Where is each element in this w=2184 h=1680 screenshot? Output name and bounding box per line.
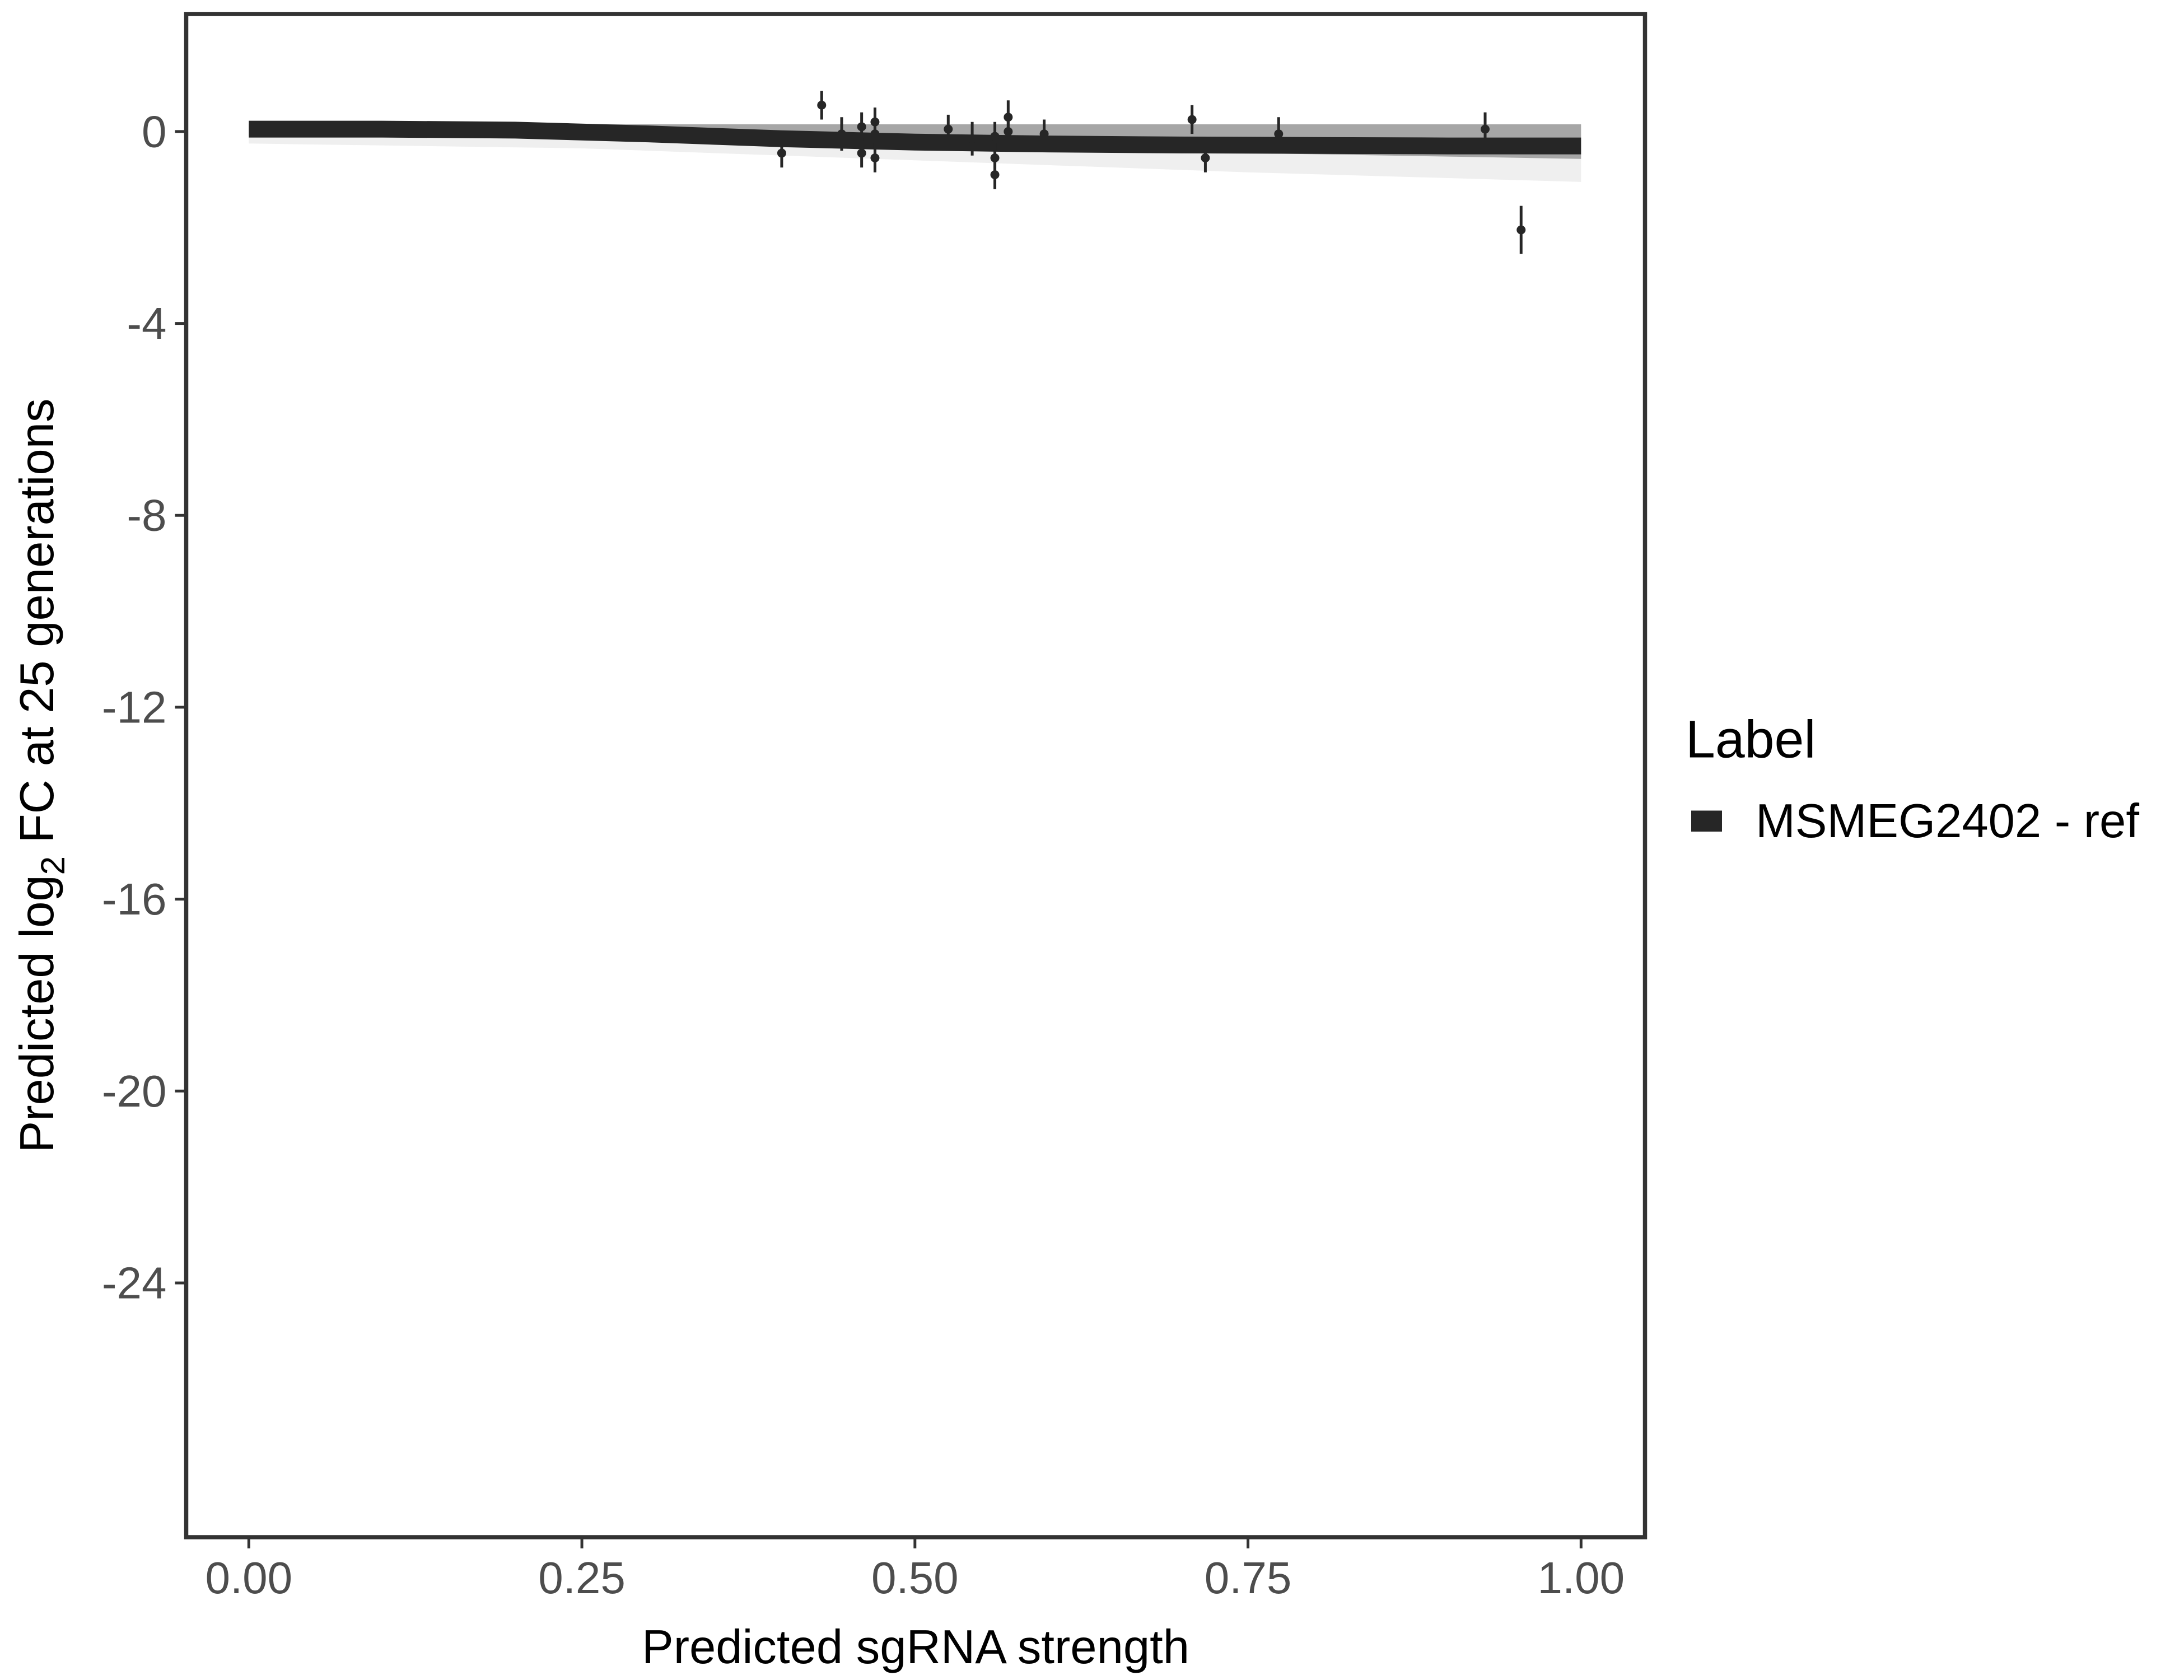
point-marker (1481, 124, 1490, 134)
point-marker (857, 122, 866, 132)
point-marker (990, 170, 1000, 179)
point-marker (1187, 115, 1197, 124)
data-point (1039, 119, 1049, 148)
point-marker (990, 153, 1000, 163)
point-marker (968, 134, 977, 143)
point-marker (944, 124, 953, 134)
point-marker (1516, 225, 1526, 235)
data-point (1274, 117, 1284, 151)
point-marker (857, 148, 866, 158)
x-tick-label: 0.00 (205, 1553, 292, 1603)
y-axis-title: Predicted log2 FC at 25 generations (11, 399, 72, 1153)
fit-line-layer (249, 120, 1581, 155)
point-marker (1274, 129, 1284, 139)
point-marker (1004, 127, 1013, 136)
x-tick-label: 0.25 (538, 1553, 626, 1603)
point-marker (990, 132, 1000, 141)
y-axis: 0 -4 -8 -12 -16 -20 -24 (102, 106, 186, 1308)
data-point (990, 160, 1000, 189)
data-point (1481, 112, 1490, 146)
data-point (1004, 117, 1013, 146)
x-tick-label: 0.75 (1205, 1553, 1292, 1603)
data-point (1516, 206, 1526, 254)
plot-panel-border (184, 12, 1648, 1539)
y-tick-label: -16 (102, 874, 167, 924)
data-point (777, 138, 786, 168)
legend-key (1691, 810, 1722, 832)
data-point (857, 112, 866, 142)
legend-title: Label (1686, 710, 1816, 769)
data-point (1201, 143, 1210, 172)
x-tick-label: 0.50 (871, 1553, 959, 1603)
point-marker (870, 129, 880, 139)
point-marker (1201, 153, 1210, 163)
y-tick-label: -24 (102, 1258, 167, 1308)
legend-label: MSMEG2402 - ref (1756, 795, 2139, 848)
point-marker (870, 153, 880, 163)
data-point (837, 117, 846, 151)
y-tick-label: -20 (102, 1066, 167, 1116)
y-tick-label: -8 (127, 491, 166, 540)
x-axis-title: Predicted sgRNA strength (642, 1621, 1189, 1674)
data-point (817, 91, 827, 120)
data-point (944, 114, 953, 144)
data-point (1187, 105, 1197, 134)
point-marker (777, 148, 786, 158)
x-tick-label: 1.00 (1537, 1553, 1625, 1603)
point-marker (837, 129, 846, 139)
fit-line (249, 120, 1581, 155)
y-tick-label: 0 (142, 106, 167, 156)
y-tick-label: -12 (102, 682, 167, 732)
y-tick-label: -4 (127, 298, 166, 348)
data-point (857, 138, 866, 168)
data-point (870, 119, 880, 148)
x-axis: 0.00 0.25 0.50 0.75 1.00 (205, 1537, 1625, 1603)
data-points (777, 91, 1526, 254)
point-marker (817, 100, 827, 110)
point-marker (1039, 129, 1049, 139)
legend: Label MSMEG2402 - ref (1686, 710, 2139, 848)
data-point (968, 122, 977, 156)
